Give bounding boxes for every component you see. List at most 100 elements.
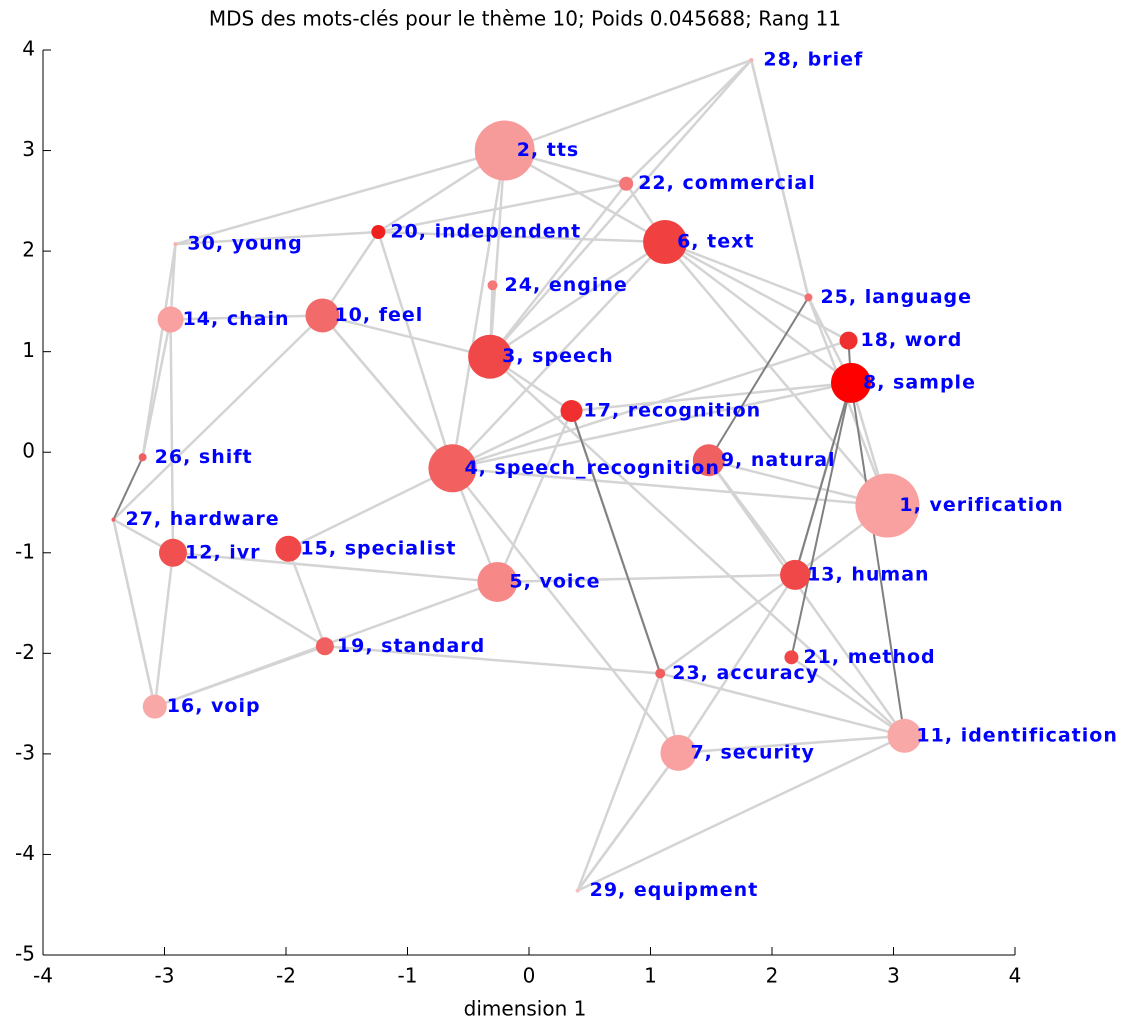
point-label: 6, text [677, 231, 754, 253]
edge [153, 552, 175, 707]
point [839, 331, 858, 350]
x-tick-label: 4 [1009, 964, 1022, 988]
x-axis-label: dimension 1 [464, 997, 587, 1021]
edge [790, 382, 852, 658]
point-label: 7, security [690, 741, 814, 763]
edge [664, 241, 889, 507]
edge [504, 58, 752, 152]
y-tick-label: -5 [15, 942, 35, 966]
point [142, 694, 167, 719]
y-tick-label: 4 [22, 37, 35, 61]
point-label: 15, specialist [300, 537, 456, 559]
edge [659, 672, 905, 738]
point-label: 16, voip [167, 695, 261, 717]
point-label: 24, engine [505, 274, 628, 296]
point [784, 650, 799, 665]
point [887, 718, 922, 753]
point [371, 225, 386, 240]
edge [112, 314, 324, 521]
edge [488, 150, 506, 357]
edge [287, 467, 454, 550]
point-label: 8, sample [863, 371, 976, 393]
edge [169, 319, 175, 553]
edge [659, 573, 796, 675]
edge [141, 243, 177, 458]
edges [112, 58, 906, 892]
edge [322, 314, 491, 358]
edge [489, 241, 666, 358]
chart-title: MDS des mots-clés pour le thème 10; Poid… [209, 7, 841, 31]
point [749, 58, 754, 63]
edge [707, 296, 810, 461]
edge [571, 381, 852, 413]
edge [576, 752, 680, 892]
edge [378, 230, 666, 244]
point-label: 17, recognition [584, 399, 762, 421]
point-label: 25, language [820, 286, 972, 308]
edge [625, 59, 753, 185]
y-tick-label: 2 [22, 238, 35, 262]
edge [496, 410, 573, 583]
point-label: 2, tts [517, 139, 580, 161]
point [173, 242, 178, 247]
point [780, 559, 811, 590]
point [305, 298, 340, 333]
x-tick-label: -3 [155, 964, 175, 988]
edge [678, 734, 905, 755]
point-label: 23, accuracy [672, 662, 819, 684]
edge [750, 59, 810, 298]
point [111, 517, 116, 522]
point [830, 362, 871, 403]
point [275, 535, 302, 562]
edge [570, 410, 662, 674]
x-tick-label: 2 [766, 964, 779, 988]
edge [172, 551, 498, 584]
point-label: 10, feel [334, 304, 423, 326]
edge [175, 230, 379, 246]
edge [378, 182, 627, 234]
edge [664, 241, 852, 384]
point-label: 13, human [807, 563, 929, 585]
y-tick-label: -2 [15, 640, 35, 664]
edge [112, 519, 157, 707]
point [660, 734, 697, 771]
point-label: 4, speech_recognition [464, 457, 719, 479]
point-label: 9, natural [721, 449, 836, 471]
y-tick-label: 1 [22, 338, 35, 362]
edge [576, 673, 662, 892]
edge [577, 734, 905, 892]
point-label: 28, brief [763, 49, 863, 71]
point-label: 20, independent [390, 221, 581, 243]
point [474, 120, 535, 181]
point [159, 538, 188, 567]
edge [377, 231, 454, 469]
point [855, 473, 920, 538]
point-label: 30, young [187, 233, 302, 255]
point-label: 12, ivr [185, 541, 261, 563]
edge [664, 240, 809, 299]
edge [849, 382, 906, 736]
point [804, 293, 813, 302]
edge [451, 150, 506, 469]
edge [489, 355, 906, 737]
point-label: 27, hardware [125, 508, 279, 530]
edge [175, 149, 506, 246]
point [138, 453, 147, 462]
point [643, 220, 688, 265]
point-label: 1, verification [899, 494, 1063, 516]
edge [170, 314, 323, 321]
x-tick-label: 0 [523, 964, 536, 988]
point [692, 444, 725, 477]
edge [287, 548, 327, 647]
y-tick-label: -3 [15, 740, 35, 764]
edge [452, 339, 849, 470]
point [315, 637, 334, 656]
x-tick-label: -2 [276, 964, 296, 988]
point-label: 14, chain [183, 308, 290, 330]
edge [504, 149, 666, 244]
point [560, 399, 583, 422]
edge [497, 573, 796, 584]
edge [794, 382, 852, 576]
point-label: 26, shift [155, 446, 253, 468]
